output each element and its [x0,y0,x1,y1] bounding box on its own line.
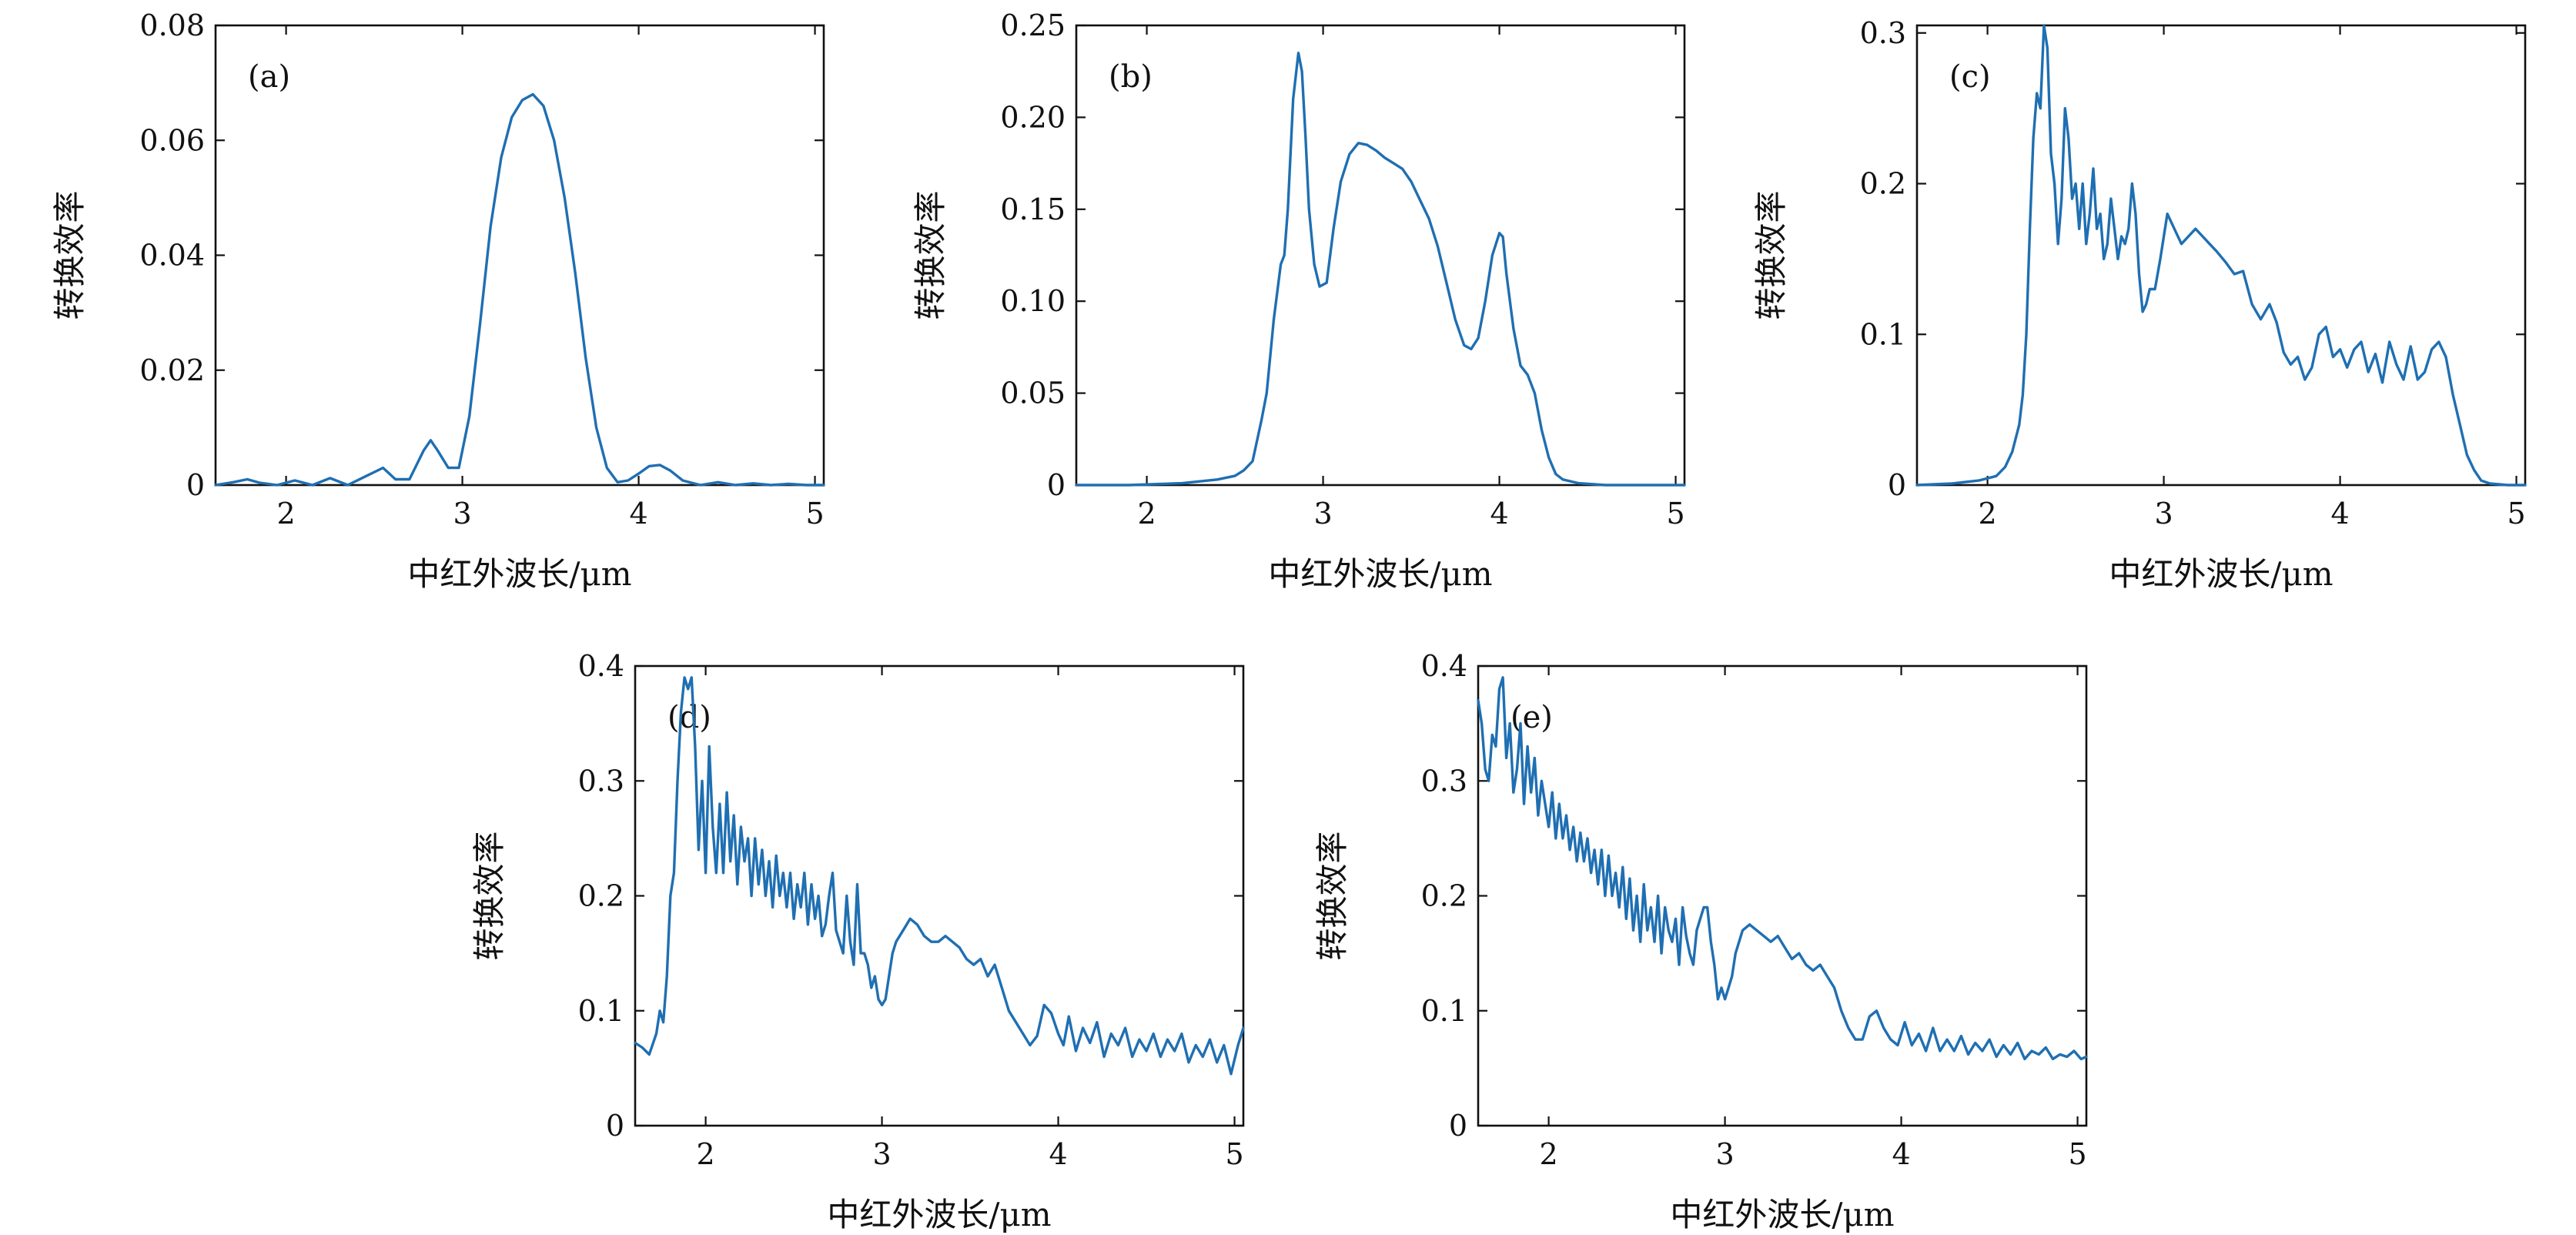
y-tick-label: 0 [186,468,205,502]
x-tick-label: 3 [453,497,471,530]
x-tick-label: 4 [1049,1137,1067,1171]
plot-frame [1075,24,1686,487]
series-line [1477,676,2088,1061]
x-tick-label: 5 [1225,1137,1243,1171]
y-tick-label: 0.3 [1860,16,1906,50]
y-tick-label: 0.2 [578,879,624,913]
y-tick-label: 0.4 [1421,649,1467,683]
x-tick-label: 3 [872,1137,891,1171]
y-tick-label: 0.15 [1000,192,1066,226]
x-tick-label: 4 [629,497,647,530]
y-tick-label: 0.10 [1000,284,1066,318]
panel-label: (d) [667,700,711,735]
series-line [1915,24,2527,487]
panel-label: (b) [1109,59,1153,95]
x-tick-label: 5 [2507,497,2525,530]
y-axis-label: 转换效率 [1752,190,1790,320]
x-tick-label: 4 [1892,1137,1910,1171]
y-tick-label: 0 [1888,468,1906,502]
y-tick-label: 0.04 [139,239,205,273]
y-tick-label: 0 [1047,468,1066,502]
y-tick-label: 0.2 [1421,879,1467,913]
series-line [1075,52,1686,487]
y-tick-label: 0.02 [139,353,205,387]
x-tick-label: 5 [1666,497,1684,530]
x-axis-label: 中红外波长/μm [407,555,631,593]
x-tick-label: 2 [1540,1137,1558,1171]
y-axis-label: 转换效率 [912,190,949,320]
y-tick-label: 0.4 [578,649,624,683]
x-tick-label: 5 [805,497,824,530]
x-tick-label: 2 [277,497,296,530]
x-tick-label: 4 [1490,497,1508,530]
panel-label: (e) [1510,700,1553,735]
x-tick-label: 3 [1715,1137,1734,1171]
series-line [634,676,1245,1076]
x-tick-label: 2 [1979,497,1997,530]
panel-label: (c) [1949,59,1991,95]
y-tick-label: 0.2 [1860,167,1906,201]
y-tick-label: 0.3 [578,764,624,798]
x-axis-label: 中红外波长/μm [1670,1196,1894,1233]
y-tick-label: 0.25 [1000,8,1066,42]
y-tick-label: 0.1 [1860,317,1906,351]
chart-panel-2: 2 3 4 5 0 0.05 0.10 0.15 0.20 0.25 中红外波长/μm 转换效率 (b) [912,8,1686,593]
x-tick-label: 5 [2068,1137,2086,1171]
chart-panel-4: 2 3 4 5 0 0.1 0.2 0.3 0.4 中红外波长/μm 转换效率 (d) [470,649,1245,1233]
x-tick-label: 3 [2154,497,2173,530]
series-line [214,92,825,487]
y-tick-label: 0.08 [139,8,205,42]
x-axis-label: 中红外波长/μm [1268,555,1492,593]
x-tick-label: 2 [1138,497,1156,530]
plot-frame [1915,24,2527,487]
chart-panel-5: 2 3 4 5 0 0.1 0.2 0.3 0.4 中红外波长/μm 转换效率 (e) [1313,649,2088,1233]
y-tick-label: 0 [606,1109,624,1143]
chart-panel-1: 2 3 4 5 0 0.02 0.04 0.06 0.08 中红外波长/μm 转换效率 (a) [51,8,825,593]
panel-label: (a) [248,59,290,95]
y-axis-label: 转换效率 [1313,831,1351,960]
y-tick-label: 0.06 [139,123,205,157]
chart-panel-3: 2 3 4 5 0 0.1 0.2 0.3 中红外波长/μm 转换效率 (c) [1752,16,2527,593]
y-tick-label: 0.1 [578,994,624,1028]
y-tick-label: 0.20 [1000,100,1066,134]
y-tick-label: 0.3 [1421,764,1467,798]
y-tick-label: 0.1 [1421,994,1467,1028]
y-tick-label: 0 [1449,1109,1467,1143]
x-tick-label: 3 [1313,497,1332,530]
x-tick-label: 4 [2330,497,2349,530]
y-tick-label: 0.05 [1000,377,1066,410]
y-axis-label: 转换效率 [470,831,508,960]
x-axis-label: 中红外波长/μm [827,1196,1051,1233]
x-tick-label: 2 [697,1137,715,1171]
x-axis-label: 中红外波长/μm [2109,555,2333,593]
y-axis-label: 转换效率 [51,190,89,320]
